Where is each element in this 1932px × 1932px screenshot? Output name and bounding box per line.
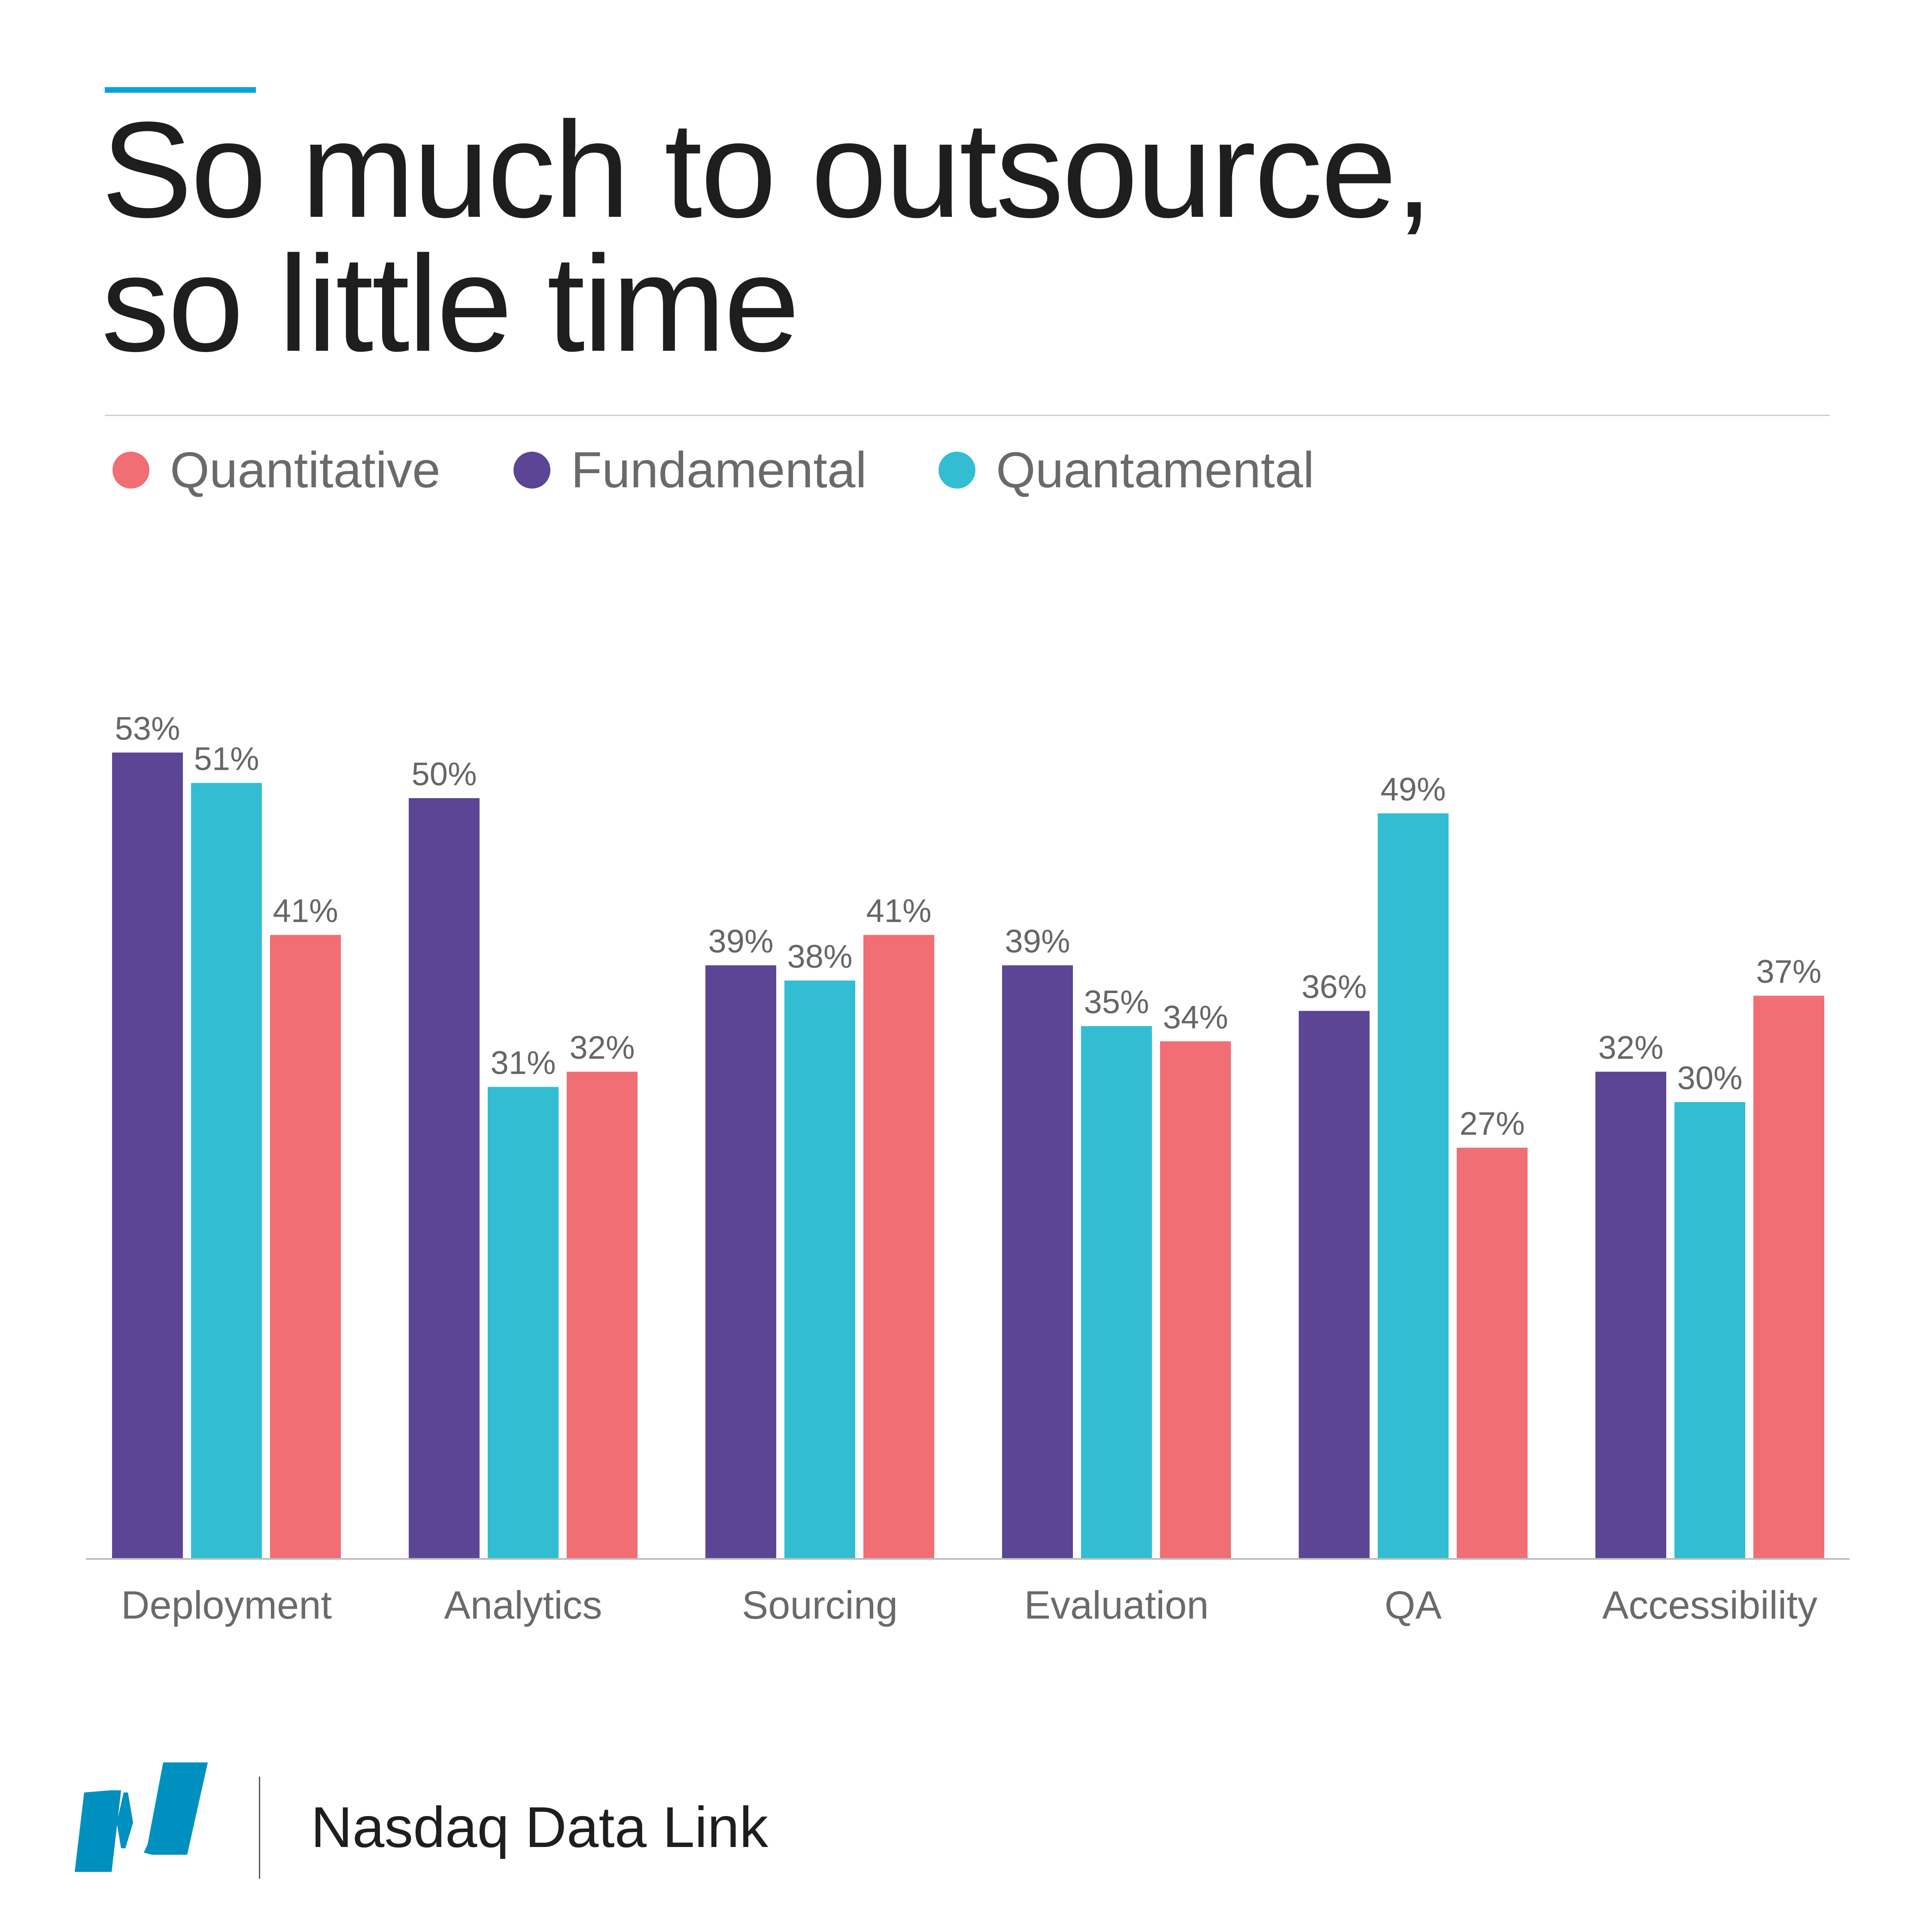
bar-quantamental-evaluation — [1081, 1026, 1152, 1558]
bar-fundamental-qa — [1299, 1011, 1370, 1558]
legend-dot-icon — [513, 452, 550, 489]
data-label: 31% — [490, 1045, 556, 1081]
data-label: 34% — [1163, 999, 1228, 1036]
legend-item-fundamental: Fundamental — [513, 442, 867, 498]
legend-item-quantamental: Quantamental — [939, 442, 1314, 498]
data-label: 32% — [569, 1030, 635, 1066]
data-label: 53% — [115, 711, 180, 747]
category-label: Evaluation — [1024, 1583, 1209, 1627]
bar-quantamental-accessibility — [1674, 1102, 1745, 1558]
bar-fundamental-analytics — [409, 798, 480, 1558]
data-label: 49% — [1380, 771, 1446, 808]
data-label: 39% — [1005, 923, 1070, 960]
category-label: QA — [1385, 1583, 1442, 1627]
data-label: 41% — [273, 893, 338, 930]
title-line-2: so little time — [101, 228, 800, 380]
legend-label: Quantitative — [170, 442, 440, 498]
bar-fundamental-accessibility — [1595, 1072, 1666, 1558]
data-label: 32% — [1598, 1030, 1663, 1066]
page-title: So much to outsource, so little time — [101, 94, 1433, 380]
bar-quantamental-qa — [1378, 813, 1449, 1558]
nasdaq-logo-icon — [75, 1762, 208, 1872]
legend-dot-icon — [939, 452, 975, 489]
bar-quantamental-deployment — [191, 783, 262, 1558]
footer-divider — [259, 1777, 260, 1879]
data-label: 41% — [866, 893, 931, 930]
data-label: 51% — [194, 741, 259, 778]
bar-quantitative-accessibility — [1753, 996, 1824, 1558]
category-label: Deployment — [121, 1583, 332, 1627]
data-label: 27% — [1459, 1106, 1525, 1142]
legend-label: Quantamental — [996, 442, 1315, 498]
bar-fundamental-sourcing — [705, 965, 776, 1558]
data-label: 30% — [1677, 1060, 1742, 1097]
bar-quantitative-evaluation — [1160, 1041, 1231, 1558]
data-label: 39% — [708, 923, 773, 960]
bar-fundamental-evaluation — [1002, 965, 1073, 1558]
data-label: 50% — [411, 756, 477, 793]
legend-item-quantitative: Quantitative — [112, 442, 440, 498]
category-label: Accessibility — [1602, 1583, 1817, 1627]
bar-quantamental-sourcing — [784, 980, 855, 1558]
title-line-1: So much to outsource, — [101, 94, 1433, 246]
bar-quantitative-deployment — [270, 935, 341, 1558]
x-axis-line — [86, 1558, 1850, 1560]
bar-fundamental-deployment — [112, 752, 183, 1558]
data-label: 37% — [1756, 954, 1821, 990]
header-divider — [105, 415, 1830, 416]
category-label: Analytics — [444, 1583, 602, 1627]
data-label: 38% — [787, 939, 852, 975]
category-label: Sourcing — [742, 1583, 898, 1627]
brand-name: Nasdaq Data Link — [311, 1795, 769, 1859]
bar-quantitative-sourcing — [863, 935, 934, 1558]
data-label: 35% — [1084, 984, 1149, 1021]
data-label: 36% — [1301, 969, 1367, 1005]
bar-quantamental-analytics — [488, 1087, 559, 1558]
legend-dot-icon — [112, 452, 149, 489]
bar-chart: 53% 51% 41% Deployment 50% 31% 32% Analytics 39%… — [86, 711, 1850, 1627]
accent-line — [105, 87, 256, 93]
bar-quantitative-qa — [1457, 1148, 1528, 1558]
legend-label: Fundamental — [571, 442, 867, 498]
bar-quantitative-analytics — [567, 1072, 638, 1558]
